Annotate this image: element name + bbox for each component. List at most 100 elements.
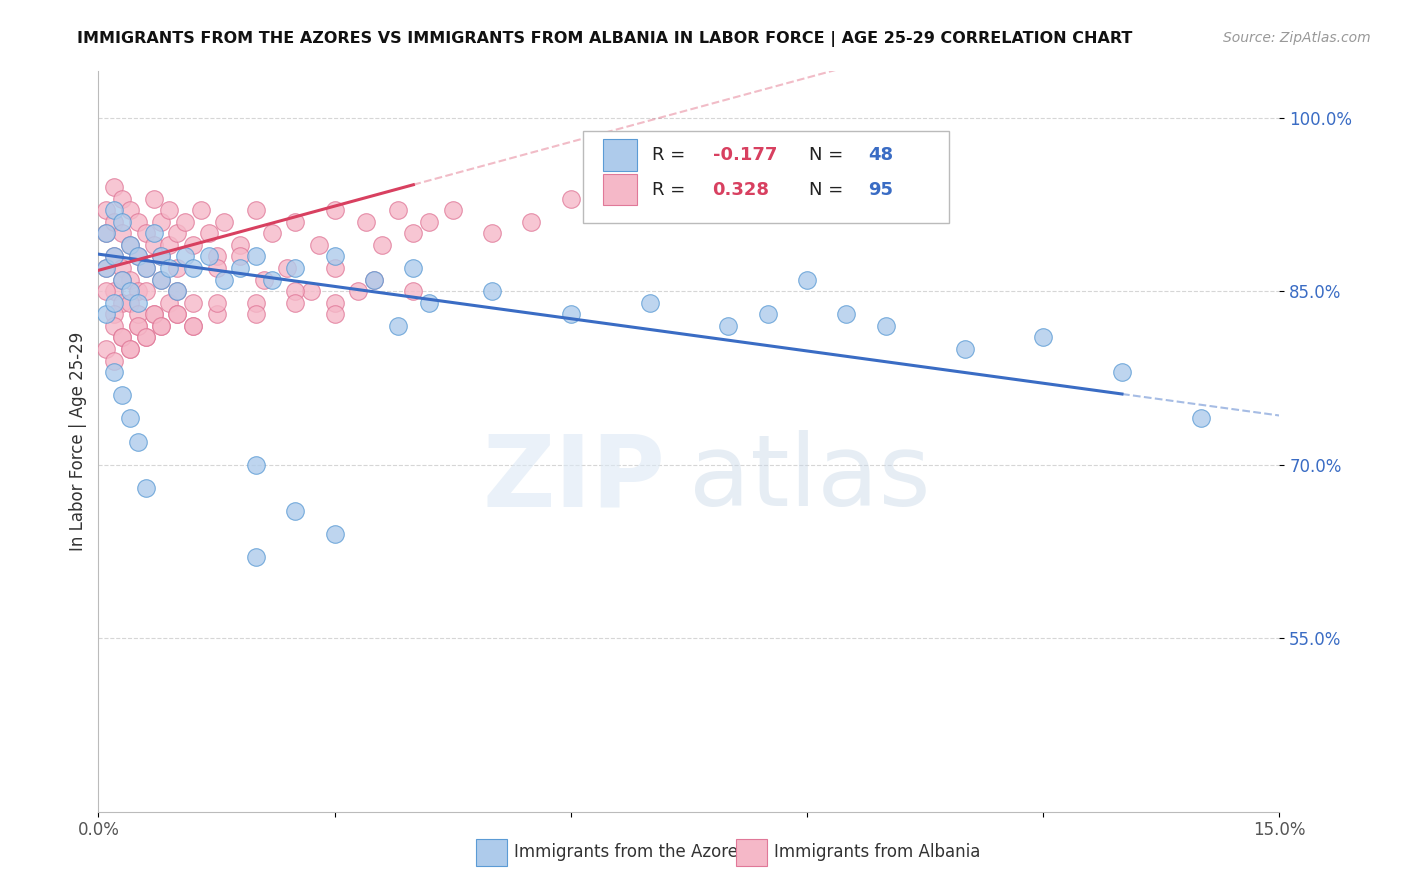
Point xyxy=(135,330,157,344)
Point xyxy=(96,284,118,298)
Point xyxy=(127,215,149,229)
Point xyxy=(174,215,197,229)
Text: ZIP: ZIP xyxy=(482,430,665,527)
Point xyxy=(229,250,252,264)
Y-axis label: In Labor Force | Age 25-29: In Labor Force | Age 25-29 xyxy=(69,332,87,551)
Point xyxy=(229,260,252,275)
Point xyxy=(190,203,212,218)
Point xyxy=(181,238,204,252)
FancyBboxPatch shape xyxy=(582,130,949,223)
Point xyxy=(111,215,134,229)
Point xyxy=(284,295,307,310)
Text: 48: 48 xyxy=(869,146,894,164)
Point xyxy=(127,318,149,333)
Point xyxy=(717,318,740,333)
Point xyxy=(103,203,125,218)
Point xyxy=(111,388,134,402)
Point xyxy=(166,284,188,298)
Point xyxy=(205,295,228,310)
Point xyxy=(142,307,165,321)
Point xyxy=(402,284,425,298)
Point xyxy=(166,307,188,321)
Point xyxy=(441,203,464,218)
Point xyxy=(560,192,582,206)
Point xyxy=(481,227,503,241)
Point xyxy=(111,260,134,275)
Point xyxy=(157,203,180,218)
Point xyxy=(118,342,141,356)
Point xyxy=(1189,411,1212,425)
Point xyxy=(756,307,779,321)
Point xyxy=(245,250,267,264)
Point xyxy=(135,260,157,275)
Point xyxy=(245,458,267,472)
Point xyxy=(387,203,409,218)
Point xyxy=(308,238,330,252)
Point xyxy=(181,318,204,333)
Point xyxy=(174,250,197,264)
Point xyxy=(150,272,173,286)
Point xyxy=(111,272,134,286)
Point xyxy=(197,227,219,241)
Point xyxy=(371,238,394,252)
Point xyxy=(118,238,141,252)
Point xyxy=(96,342,118,356)
Point xyxy=(181,318,204,333)
Point xyxy=(127,284,149,298)
Point xyxy=(284,284,307,298)
Point xyxy=(118,238,141,252)
Point xyxy=(111,295,134,310)
Point xyxy=(103,250,125,264)
FancyBboxPatch shape xyxy=(477,839,508,866)
Point xyxy=(103,307,125,321)
Point xyxy=(157,295,180,310)
Point xyxy=(245,203,267,218)
Text: atlas: atlas xyxy=(689,430,931,527)
Point xyxy=(135,284,157,298)
Point xyxy=(135,227,157,241)
Point xyxy=(150,215,173,229)
Point xyxy=(111,272,134,286)
Text: N =: N = xyxy=(810,181,849,199)
Point xyxy=(96,260,118,275)
Point xyxy=(214,215,236,229)
Point xyxy=(481,284,503,298)
Point xyxy=(142,192,165,206)
Point xyxy=(111,227,134,241)
Point xyxy=(253,272,276,286)
Point xyxy=(127,250,149,264)
Point xyxy=(520,215,543,229)
Point xyxy=(875,318,897,333)
Point xyxy=(402,227,425,241)
Point xyxy=(323,527,346,541)
Point xyxy=(135,481,157,495)
Point xyxy=(166,284,188,298)
Point xyxy=(157,260,180,275)
Point xyxy=(363,272,385,286)
FancyBboxPatch shape xyxy=(737,839,766,866)
Point xyxy=(103,250,125,264)
Point xyxy=(150,250,173,264)
Point xyxy=(402,260,425,275)
Point xyxy=(205,250,228,264)
Point xyxy=(103,180,125,194)
Point xyxy=(103,284,125,298)
Point xyxy=(127,295,149,310)
Point xyxy=(118,272,141,286)
Point xyxy=(260,272,283,286)
Point xyxy=(284,260,307,275)
Point xyxy=(103,365,125,379)
Point xyxy=(111,330,134,344)
Point xyxy=(299,284,322,298)
Point xyxy=(103,215,125,229)
Point xyxy=(796,272,818,286)
Point xyxy=(96,203,118,218)
Point xyxy=(245,295,267,310)
Point xyxy=(157,238,180,252)
Point xyxy=(127,250,149,264)
Text: -0.177: -0.177 xyxy=(713,146,778,164)
Point xyxy=(835,307,858,321)
Point xyxy=(127,318,149,333)
Text: IMMIGRANTS FROM THE AZORES VS IMMIGRANTS FROM ALBANIA IN LABOR FORCE | AGE 25-29: IMMIGRANTS FROM THE AZORES VS IMMIGRANTS… xyxy=(77,31,1133,47)
Point xyxy=(118,411,141,425)
